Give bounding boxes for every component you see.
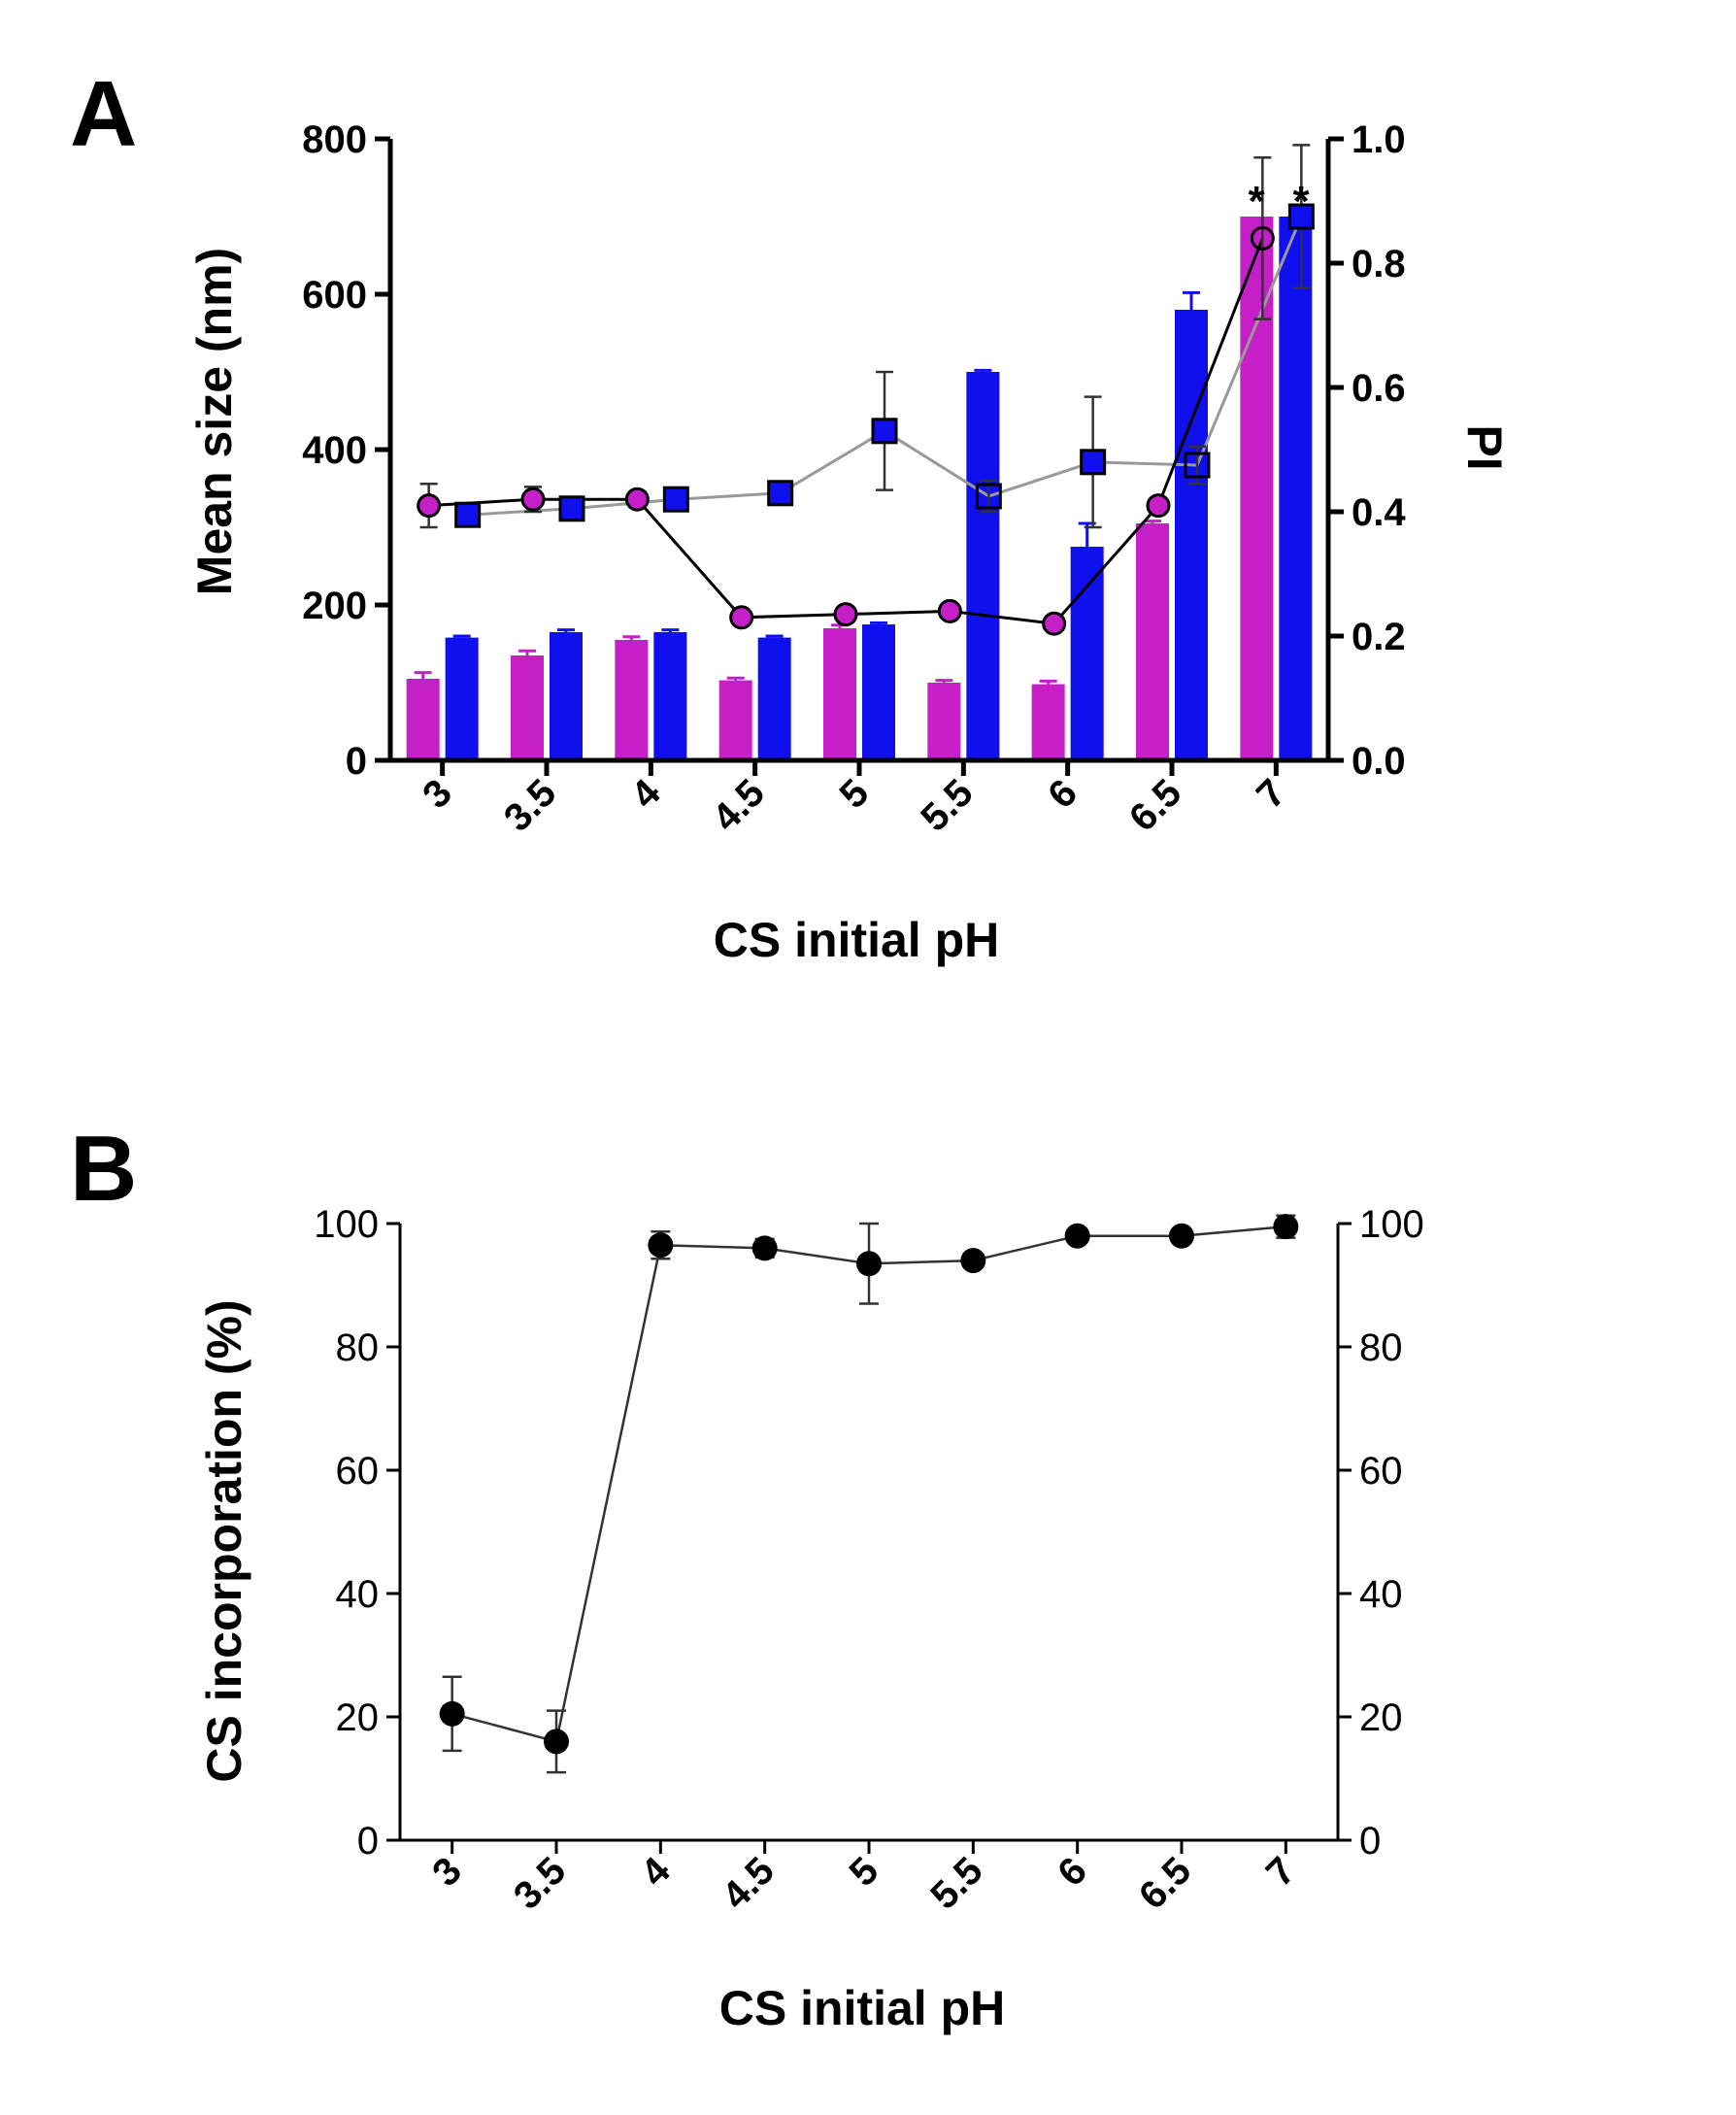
- bar-blue-3: [445, 637, 479, 760]
- bar-magenta-6.5: [1136, 523, 1169, 760]
- bar-blue-7: [1279, 217, 1313, 760]
- pi-square-marker-7: [1287, 203, 1315, 230]
- panel-a-x-axis-title: CS initial pH: [714, 913, 999, 967]
- bar-magenta-5: [823, 628, 856, 760]
- cs-incorporation-point-5: [856, 1251, 882, 1277]
- bar-magenta-4: [615, 640, 649, 760]
- pi-circle-marker-5.5: [937, 598, 962, 623]
- pi-circle-marker-3.5: [520, 487, 546, 512]
- panel-b-y2-tick-label-60: 60: [1359, 1450, 1403, 1493]
- significance-star-1: *: [1248, 178, 1265, 225]
- pi-circle-marker-7: [1250, 225, 1275, 251]
- bar-blue-6: [1070, 547, 1104, 760]
- cs-incorporation-point-5.5: [960, 1248, 986, 1274]
- panel-a-y2-tick-label-1.0: 1.0: [1352, 118, 1406, 161]
- bar-magenta-3: [406, 679, 440, 760]
- panel-label-a: A: [70, 62, 137, 166]
- pi-square-marker-4.5: [767, 480, 794, 507]
- panel-a-y2-tick-label-0.6: 0.6: [1352, 367, 1406, 410]
- panel-a-y-axis-title: Mean size (nm): [187, 248, 242, 595]
- cs-incorporation-point-6: [1064, 1223, 1090, 1249]
- panel-b-x-axis-title: CS initial pH: [719, 1981, 1005, 2035]
- panel-a-pi-lines: [417, 144, 1315, 636]
- panel-b-series: [439, 1214, 1299, 1774]
- panel-b-y2-tick-label-20: 20: [1359, 1696, 1403, 1739]
- panel-b-y-tick-label-40: 40: [336, 1573, 380, 1616]
- cs-incorporation-point-7: [1273, 1214, 1299, 1240]
- panel-b-y-tick-label-80: 80: [336, 1326, 380, 1369]
- panel-a-y2-tick-label-0.4: 0.4: [1352, 491, 1406, 534]
- cs-incorporation-point-6.5: [1169, 1223, 1194, 1249]
- pi-circle-marker-5: [833, 602, 858, 627]
- panel-a-y2-tick-label-0.8: 0.8: [1352, 243, 1406, 285]
- panel-a-y2-tick-label-0.0: 0.0: [1352, 740, 1406, 783]
- pi-circle-marker-4.5: [729, 605, 754, 630]
- pi-square-marker-4: [662, 486, 689, 513]
- panel-a-y2-tick-label-0.2: 0.2: [1352, 616, 1406, 658]
- bar-magenta-7: [1240, 217, 1274, 760]
- pi-circle-marker-4: [624, 487, 650, 512]
- panel-b-y-tick-label-0: 0: [357, 1820, 379, 1863]
- panel-a-y-tick-label-0: 0: [346, 740, 367, 783]
- panel-b-y2-tick-label-100: 100: [1359, 1203, 1424, 1246]
- pi-square-marker-5: [871, 418, 898, 445]
- bar-blue-5: [862, 624, 895, 760]
- panel-a-y-tick-label-400: 400: [302, 429, 367, 472]
- bar-blue-6.5: [1175, 310, 1208, 760]
- cs-incorporation-point-4.5: [751, 1235, 778, 1261]
- bar-blue-4: [653, 632, 687, 760]
- panel-b-y-tick-label-60: 60: [336, 1450, 380, 1493]
- pi-square-marker-3.5: [558, 495, 585, 522]
- panel-a-y2-axis-title: PI: [1457, 424, 1512, 470]
- panel-b-y2-tick-label-0: 0: [1359, 1820, 1381, 1863]
- bar-magenta-6: [1031, 684, 1065, 760]
- pi-square-marker-5.5: [975, 483, 1002, 510]
- panel-a-y-tick-label-600: 600: [302, 274, 367, 317]
- panel-label-b: B: [70, 1117, 137, 1221]
- bar-magenta-4.5: [718, 680, 752, 760]
- panel-b-y2-tick-label-80: 80: [1359, 1326, 1403, 1369]
- cs-incorporation-point-3.5: [544, 1729, 569, 1755]
- panel-b-y-axis-title: CS incorporation (%): [197, 1299, 251, 1782]
- pi-square-marker-6.5: [1184, 452, 1211, 479]
- significance-star-2: *: [1292, 178, 1310, 225]
- bar-blue-3.5: [550, 632, 583, 760]
- pi-circle-marker-6.5: [1146, 493, 1171, 519]
- pi-square-marker-6: [1080, 449, 1107, 476]
- panel-a-y-tick-label-800: 800: [302, 118, 367, 161]
- panel-a-bars: [406, 217, 1313, 760]
- bar-magenta-5.5: [927, 683, 961, 760]
- panel-b-y-tick-label-100: 100: [314, 1203, 379, 1246]
- panel-a-y-tick-label-200: 200: [302, 585, 367, 627]
- pi-square-marker-3: [454, 501, 482, 528]
- bar-magenta-3.5: [511, 655, 544, 760]
- panel-b-y2-tick-label-40: 40: [1359, 1573, 1403, 1616]
- bar-blue-4.5: [757, 637, 791, 760]
- panel-b-y-tick-label-20: 20: [336, 1696, 380, 1739]
- cs-incorporation-point-4: [648, 1232, 674, 1259]
- cs-incorporation-point-3: [439, 1700, 465, 1727]
- bar-blue-5.5: [966, 372, 1000, 760]
- pi-circle-marker-3: [417, 493, 442, 519]
- pi-circle-marker-6: [1042, 611, 1067, 636]
